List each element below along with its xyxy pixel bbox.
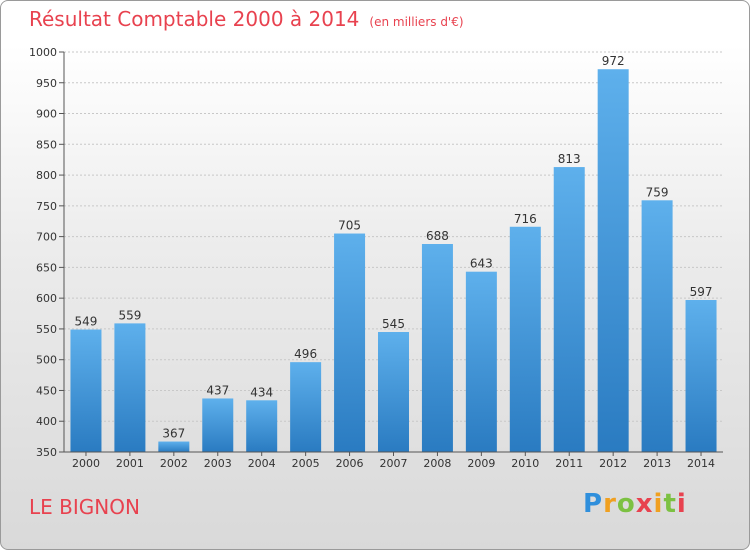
axes: 350 400 450 500 550 600 650 700 750 800 850 900 950 1… [29, 46, 723, 470]
value-label: 434 [250, 385, 273, 399]
value-label: 549 [75, 315, 98, 329]
logo-letter: i [676, 489, 687, 519]
value-label: 437 [206, 383, 229, 397]
y-tick-label: 1000 [29, 46, 57, 59]
x-tick-label: 2000 [72, 457, 100, 470]
x-tick-label: 2013 [643, 457, 671, 470]
logo-letter: i [653, 489, 664, 519]
x-tick-label: 2003 [204, 457, 232, 470]
chart-subtitle: (en milliers d'€) [369, 15, 464, 29]
x-tick-label: 2011 [555, 457, 583, 470]
x-tick-label: 2005 [292, 457, 320, 470]
logo-letter: o [616, 489, 636, 519]
x-tick-label: 2007 [380, 457, 408, 470]
y-tick-label: 600 [36, 292, 57, 305]
x-tick-label: 2008 [423, 457, 451, 470]
y-tick-label: 350 [36, 446, 57, 459]
bar-2010 [509, 226, 541, 452]
bar-2004 [246, 400, 278, 452]
y-tick-label: 900 [36, 108, 57, 121]
bar-2006 [334, 233, 366, 452]
bar-2003 [202, 398, 234, 452]
value-label: 716 [514, 212, 537, 226]
y-tick-label: 850 [36, 138, 57, 151]
value-label: 759 [646, 185, 669, 199]
x-tick-label: 2014 [687, 457, 715, 470]
value-label: 972 [602, 54, 625, 68]
y-tick-label: 800 [36, 169, 57, 182]
y-tick-label: 750 [36, 200, 57, 213]
bar-2012 [597, 69, 629, 452]
x-tick-label: 2010 [511, 457, 539, 470]
bar-2002 [158, 441, 190, 452]
bar-2009 [465, 271, 497, 452]
y-tick-label: 450 [36, 384, 57, 397]
value-label: 559 [118, 308, 141, 322]
value-label: 705 [338, 219, 361, 233]
value-label: 813 [558, 152, 581, 166]
y-tick-label: 950 [36, 77, 57, 90]
bar-2001 [114, 323, 146, 452]
x-tick-label: 2006 [336, 457, 364, 470]
value-label: 367 [162, 427, 185, 441]
bar-2007 [378, 332, 409, 452]
y-tick-label: 650 [36, 261, 57, 274]
y-tick-label: 700 [36, 231, 57, 244]
bar-2000 [70, 329, 102, 452]
bar-2013 [641, 200, 673, 452]
y-tick-label: 550 [36, 323, 57, 336]
logo-letter: P [583, 489, 604, 519]
value-label: 643 [470, 257, 493, 271]
chart-title-text: Résultat Comptable 2000 à 2014 [29, 7, 360, 31]
logo-letter: r [603, 489, 617, 519]
y-tick-label: 400 [36, 415, 57, 428]
logo-letter: x [635, 489, 654, 519]
bar-2014 [685, 300, 717, 452]
x-tick-label: 2002 [160, 457, 188, 470]
value-label: 545 [382, 317, 405, 331]
bar-2005 [290, 362, 322, 452]
logo-letter: t [663, 489, 677, 519]
y-tick-label: 500 [36, 354, 57, 367]
x-tick-label: 2012 [599, 457, 627, 470]
value-label: 597 [690, 285, 713, 299]
x-tick-label: 2009 [467, 457, 495, 470]
bar-2011 [553, 167, 585, 453]
value-label: 688 [426, 229, 449, 243]
commune-name: LE BIGNON [29, 495, 140, 519]
bar-2008 [421, 244, 453, 452]
value-label: 496 [294, 347, 317, 361]
x-tick-label: 2004 [248, 457, 276, 470]
proxiti-logo: Proxiti [583, 489, 687, 519]
chart-title: Résultat Comptable 2000 à 2014 (en millie… [29, 7, 464, 31]
bars: 549 559 367 437 434 496 705 545 688 643 716 813 972 7… [70, 54, 717, 453]
x-tick-label: 2001 [116, 457, 144, 470]
